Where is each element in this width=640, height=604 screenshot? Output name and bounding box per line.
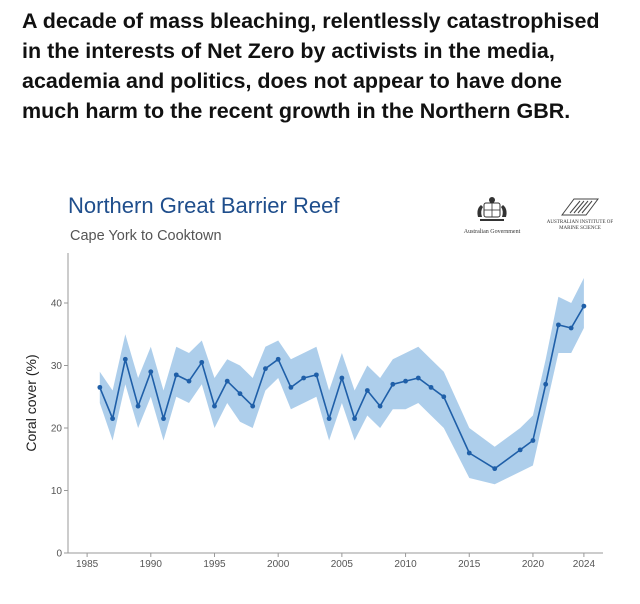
data-point: [364, 388, 370, 393]
data-point: [377, 403, 383, 409]
data-point: [568, 325, 574, 331]
series-line: [99, 305, 585, 470]
coat-of-arms-icon: [477, 197, 507, 221]
y-tick-label: 10: [51, 486, 63, 497]
x-tick-label: 2024: [573, 559, 596, 570]
x-tick-label: 2020: [522, 559, 545, 570]
confidence-band: [99, 278, 584, 485]
data-point: [517, 447, 523, 453]
data-point: [263, 366, 268, 372]
aims-logo-text: AUSTRALIAN INSTITUTE OF MARINE SCIENCE: [546, 220, 614, 231]
data-point: [250, 403, 256, 409]
data-point: [326, 416, 332, 422]
data-point: [492, 466, 498, 472]
y-tick-label: 20: [51, 424, 63, 435]
y-tick-label: 0: [56, 549, 62, 560]
y-tick-label: 30: [51, 361, 63, 372]
chart-subtitle: Cape York to Cooktown: [70, 228, 222, 244]
x-tick-label: 1990: [140, 559, 163, 570]
data-point: [313, 372, 319, 378]
data-point: [161, 416, 166, 422]
data-point: [288, 384, 294, 390]
x-tick-label: 1985: [76, 559, 99, 570]
aims-wave-icon: [561, 198, 599, 216]
data-point: [199, 359, 205, 365]
data-point: [237, 391, 243, 397]
chart-title: Northern Great Barrier Reef: [68, 193, 340, 218]
data-point: [339, 375, 345, 381]
x-tick-label: 1995: [203, 559, 226, 570]
australian-government-logo: Australian Government: [448, 195, 536, 241]
data-point: [301, 375, 307, 381]
post-caption: A decade of mass bleaching, relentlessly…: [22, 9, 600, 123]
data-point: [390, 381, 396, 387]
data-point: [352, 416, 358, 422]
data-point: [466, 450, 472, 456]
data-point: [224, 378, 230, 384]
data-point: [122, 356, 128, 362]
data-point: [97, 384, 103, 390]
data-point: [212, 403, 217, 409]
data-point: [403, 378, 408, 384]
data-point: [428, 384, 434, 390]
aims-logo: AUSTRALIAN INSTITUTE OF MARINE SCIENCE: [540, 193, 620, 243]
chart-plot: 0 10 20 30 40 1985 1990 1995 2000 2005 2010 2015 202…: [23, 253, 603, 570]
data-point: [110, 416, 115, 422]
chart: 0 10 20 30 40 1985 1990 1995 2000 2005 2010 2015 202…: [0, 185, 640, 604]
data-point: [186, 378, 192, 384]
data-point: [275, 356, 281, 362]
x-tick-label: 2000: [267, 559, 290, 570]
x-tick-label: 2005: [331, 559, 354, 570]
data-point: [581, 303, 587, 309]
data-point: [441, 394, 447, 400]
data-point: [135, 403, 141, 409]
data-point: [556, 322, 561, 328]
data-point: [415, 375, 421, 381]
data-point: [148, 369, 154, 375]
x-tick-label: 2010: [394, 559, 417, 570]
y-tick-label: 40: [51, 299, 63, 310]
gov-logo-text: Australian Government: [463, 229, 521, 235]
data-point: [173, 372, 179, 378]
x-tick-label: 2015: [458, 559, 481, 570]
data-point: [543, 381, 549, 387]
data-point: [530, 438, 536, 443]
y-axis-label: Coral cover (%): [23, 354, 39, 451]
